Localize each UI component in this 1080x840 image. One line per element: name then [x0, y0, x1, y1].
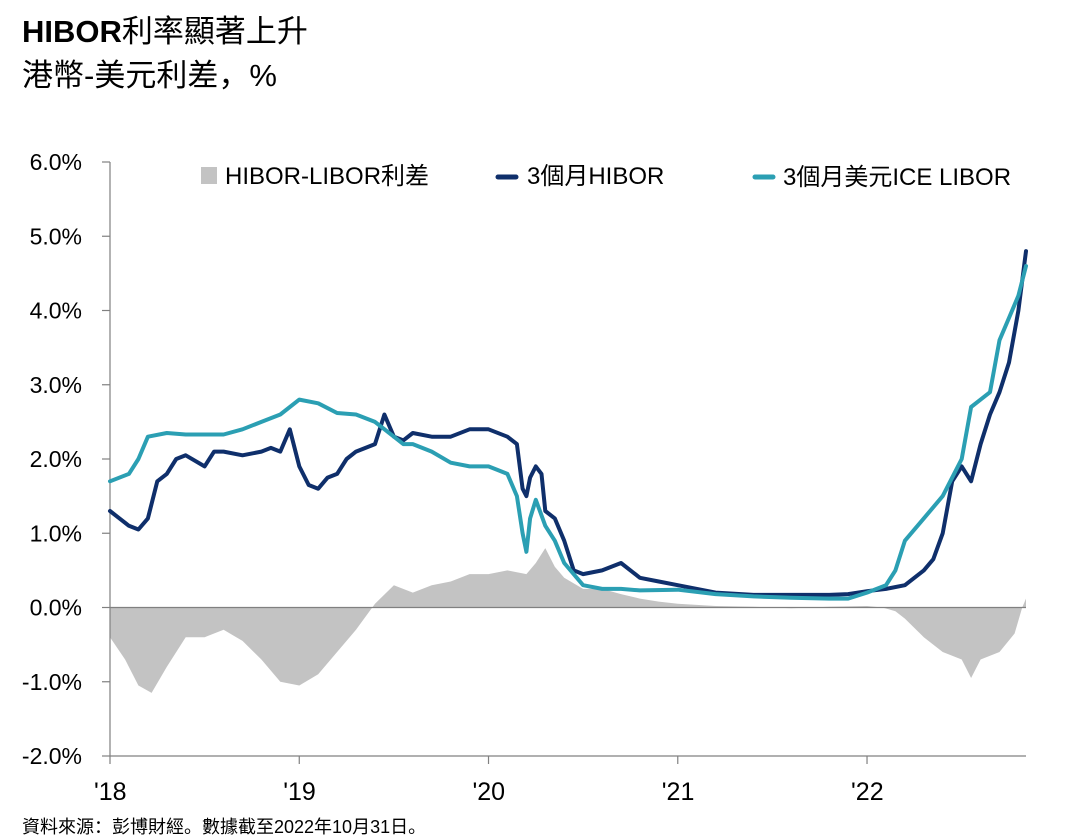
y-tick-label: 3.0% — [30, 372, 82, 398]
x-tick-label: '20 — [473, 778, 506, 806]
axes-layer — [109, 162, 1026, 757]
x-tick-label: '18 — [94, 778, 127, 806]
x-tick-label: '19 — [283, 778, 316, 806]
y-tick-label: -1.0% — [22, 669, 82, 695]
legend-label-spread: HIBOR-LIBOR利差 — [225, 163, 429, 190]
chart-subtitle: 港幣-美元利差，% — [22, 58, 277, 93]
spread-area — [110, 548, 1026, 693]
hibor-line — [108, 249, 1028, 597]
spread-area-layer — [110, 548, 1026, 693]
x-tick-label: '21 — [662, 778, 695, 806]
y-tick-label: 0.0% — [30, 595, 82, 621]
libor-line — [108, 264, 1028, 601]
chart-title: HIBOR利率顯著上升 — [22, 12, 308, 52]
y-tick-label: 6.0% — [30, 149, 82, 175]
x-tick-label: '22 — [851, 778, 884, 806]
ticks-layer: 6.0% 5.0% 4.0% 3.0% 2.0% 1.0% 0.0% -1.0% -2.0% '1… — [22, 149, 884, 806]
y-tick-label: 5.0% — [30, 223, 82, 249]
legend-swatch-spread — [201, 167, 217, 184]
legend-label-hibor: 3個月HIBOR — [527, 163, 664, 190]
y-tick-label: 4.0% — [30, 298, 82, 324]
chart-title-bold: HIBOR — [22, 14, 122, 49]
y-tick-label: 1.0% — [30, 520, 82, 546]
source-note: 資料來源：彭博財經。數據截至2022年10月31日。 — [22, 817, 427, 837]
legend: HIBOR-LIBOR利差 3個月HIBOR 3個月美元ICE LIBOR — [201, 163, 1011, 191]
y-tick-label: -2.0% — [22, 743, 82, 769]
legend-label-libor: 3個月美元ICE LIBOR — [783, 164, 1011, 191]
lines-layer — [108, 249, 1028, 601]
chart-title-rest: 利率顯著上升 — [121, 14, 308, 49]
y-tick-label: 2.0% — [30, 446, 82, 472]
